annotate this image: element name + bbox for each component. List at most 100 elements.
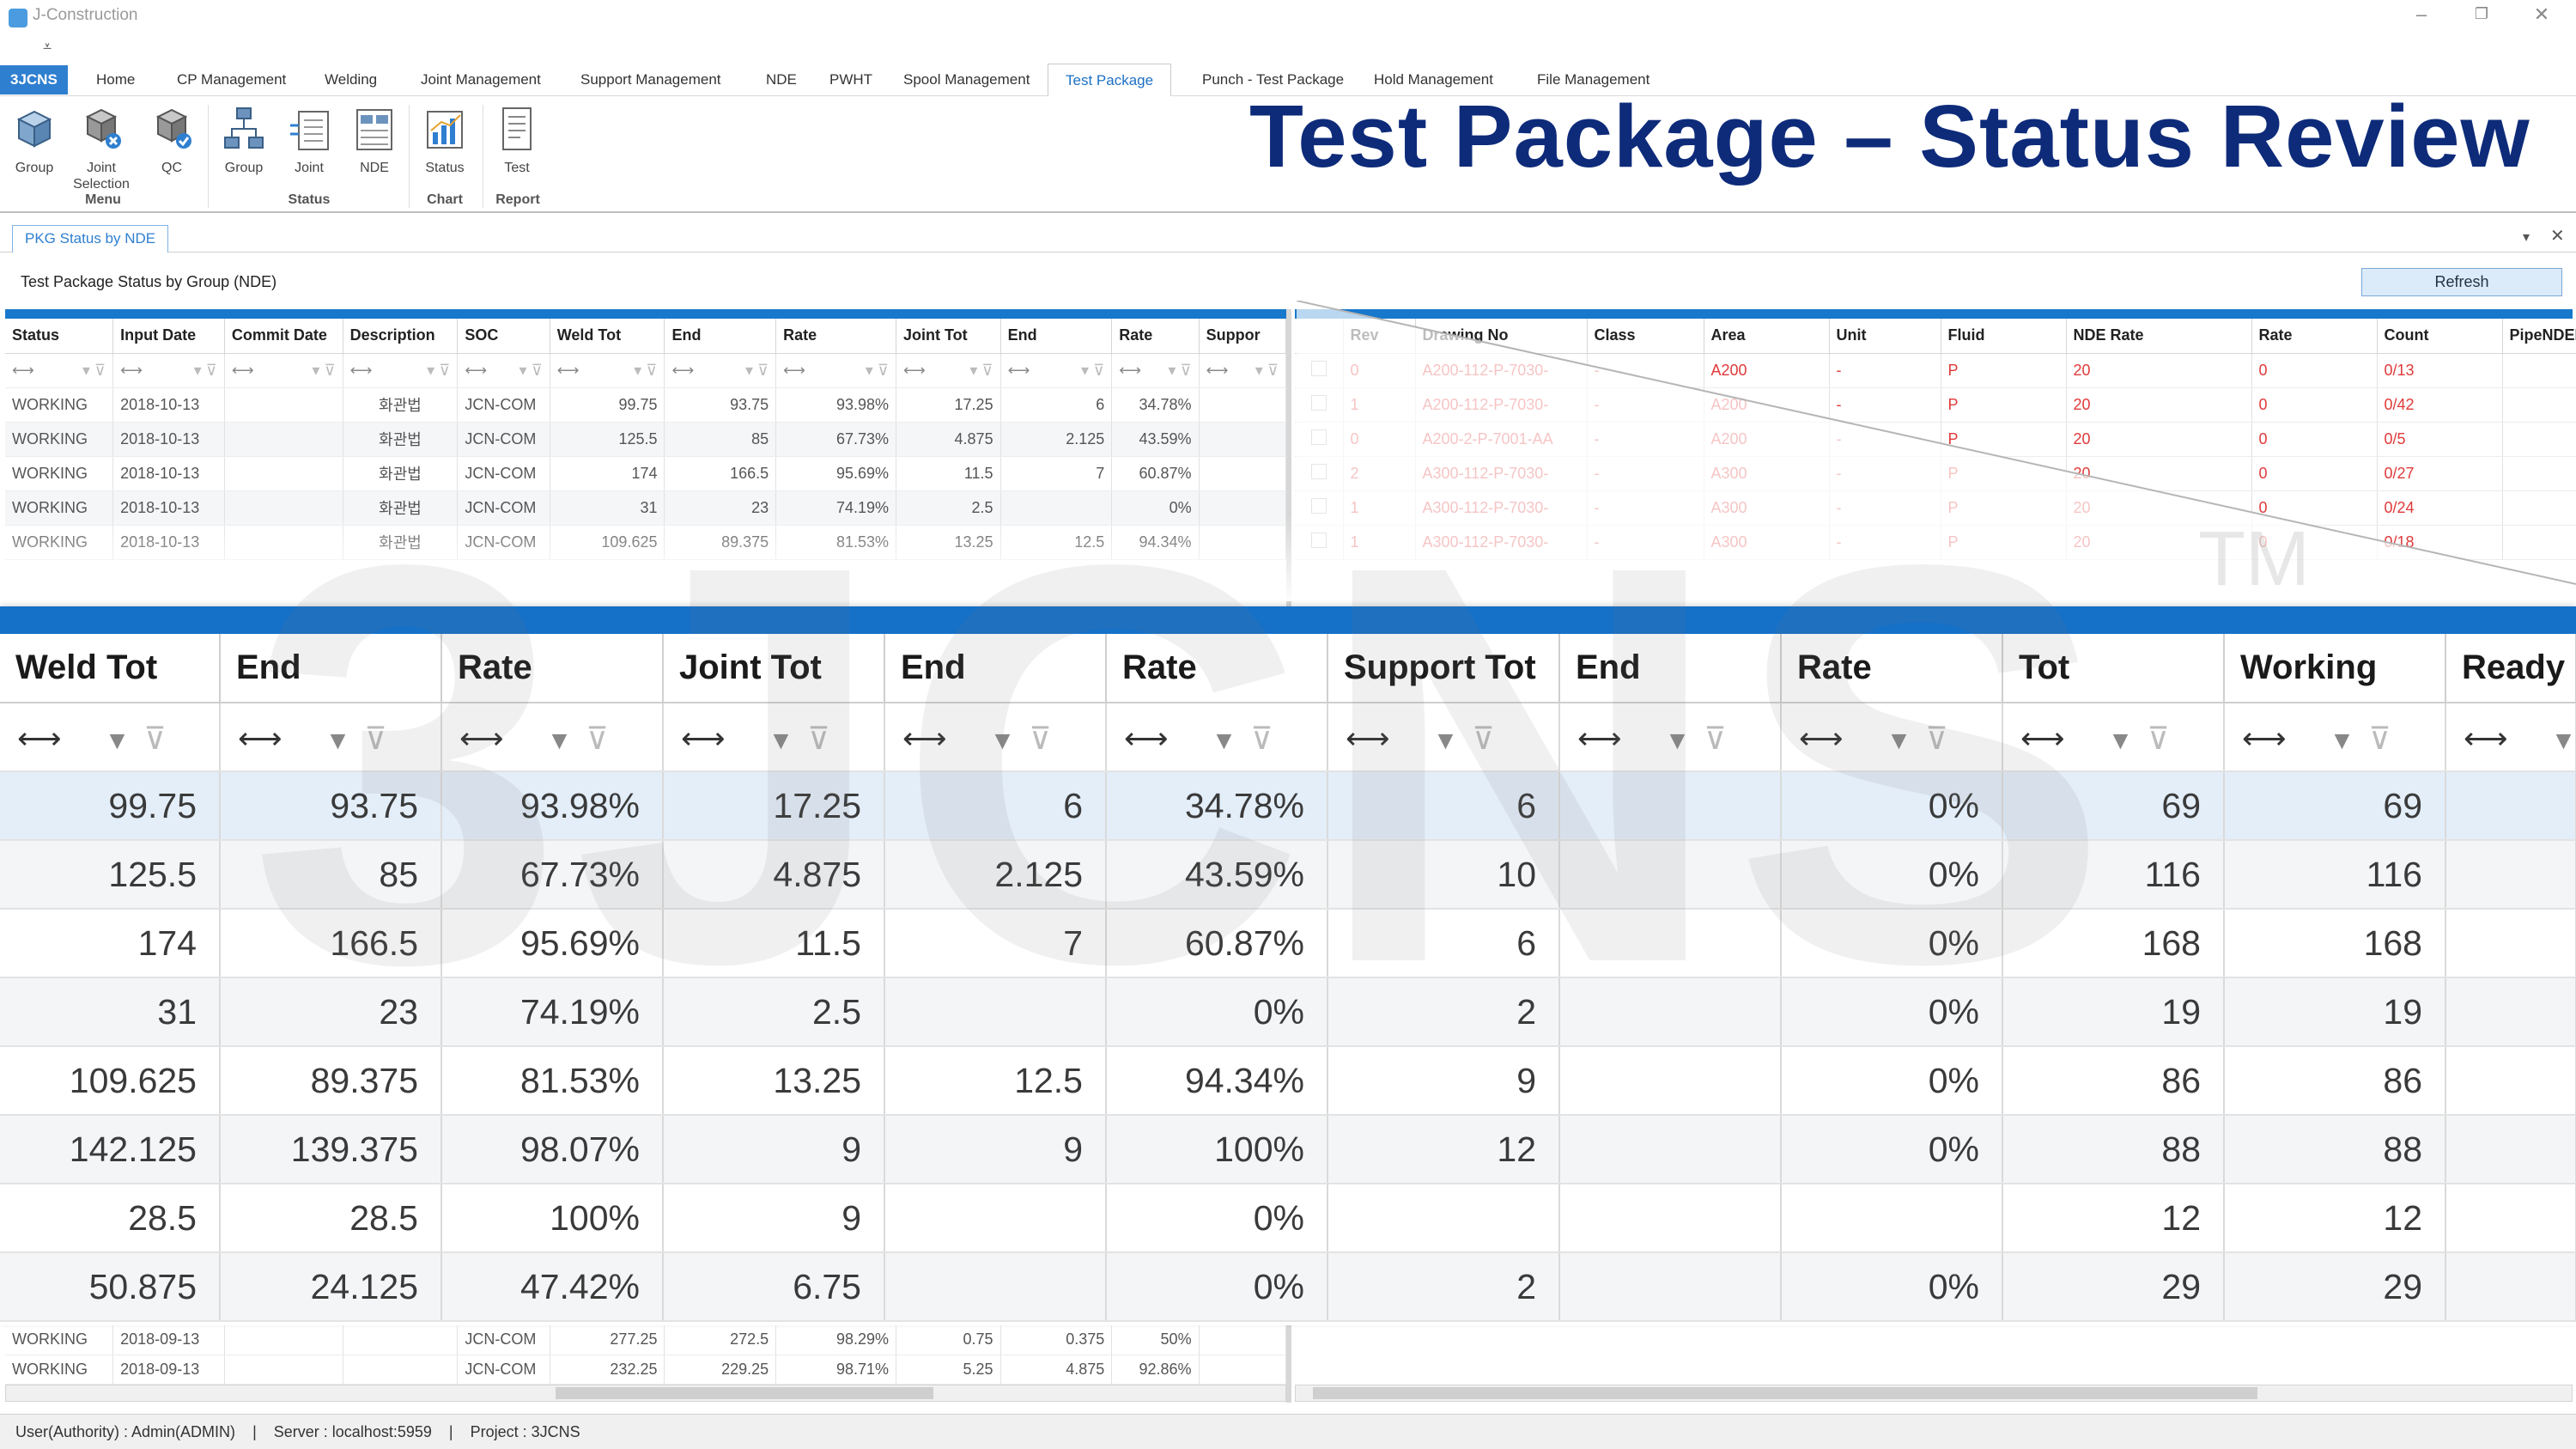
close-icon[interactable]: ✕ [2533, 3, 2550, 25]
clear-filter-icon[interactable]: ▾ ⊽ [519, 361, 543, 379]
filter-operator-icon[interactable]: ⟷ [459, 720, 504, 756]
right-horizontal-scrollbar[interactable] [1295, 1385, 2573, 1402]
table-row[interactable]: WORKING 2018-10-13 화관법 JCN-COM 125.5 85 67.73%… [5, 422, 1287, 457]
filter-operator-icon[interactable]: ⟷ [902, 720, 947, 756]
clear-filter-icon[interactable]: ▾ ⊽ [427, 361, 451, 379]
column-header[interactable]: PipeNDER [2502, 319, 2576, 354]
table-row[interactable]: 0 A200-2-P-7001-AA - A200- P 20 0 0/5 [1295, 422, 2576, 457]
filter-dropdown-icon[interactable]: ▼ [2329, 726, 2355, 755]
menu-tab-nde[interactable]: NDE [766, 71, 797, 88]
column-header[interactable]: Rate [1106, 634, 1328, 703]
menu-tab-home[interactable]: Home [96, 71, 136, 88]
filter-dropdown-icon[interactable]: ▼ [1432, 726, 1459, 755]
menu-tab-joint-management[interactable]: Joint Management [421, 71, 541, 88]
clear-filter-icon[interactable]: ▾ ⊽ [865, 361, 889, 379]
column-header[interactable]: End [1559, 634, 1782, 703]
clear-filter-icon[interactable]: ⊽ [143, 720, 167, 756]
menu-tab-cp-management[interactable]: CP Management [177, 71, 287, 88]
menu-tab-welding[interactable]: Welding [325, 71, 378, 88]
filter-cell[interactable]: ⟷ ▾ ⊽ [112, 353, 225, 388]
row-checkbox[interactable] [1295, 525, 1344, 560]
filter-cell[interactable]: ⟷ ▼ ⊽ [2224, 703, 2446, 772]
filter-operator-icon[interactable]: ⟷ [2242, 720, 2287, 756]
filter-cell[interactable]: ⟷ ▼ ⊽ [884, 703, 1107, 772]
menu-tab-test-package[interactable]: Test Package [1048, 64, 1172, 97]
filter-cell[interactable]: ⟷ ▾ ⊽ [1111, 353, 1200, 388]
scroll-thumb[interactable] [1313, 1387, 2257, 1399]
column-header[interactable]: End [664, 319, 777, 354]
column-header[interactable]: Tot [2002, 634, 2225, 703]
table-row[interactable]: 50.875 24.125 47.42% 6.75 0% 2 0% 29 29 [0, 1252, 2576, 1322]
table-row[interactable]: 2 A300-112-P-7030- - A300- P 20 0 0/27 [1295, 456, 2576, 491]
filter-operator-icon[interactable]: ⟷ [1119, 361, 1142, 379]
column-header[interactable]: Ready [2445, 634, 2576, 703]
filter-dropdown-icon[interactable]: ▼ [1211, 726, 1237, 755]
filter-operator-icon[interactable]: ⟷ [2020, 720, 2065, 756]
table-row[interactable]: 31 23 74.19% 2.5 0% 2 0% 19 19 [0, 977, 2576, 1047]
row-checkbox[interactable] [1295, 490, 1344, 526]
filter-operator-icon[interactable]: ⟷ [681, 720, 726, 756]
filter-cell[interactable]: ⟷ ▾ ⊽ [457, 353, 550, 388]
checkbox-icon[interactable] [1310, 360, 1327, 376]
filter-cell[interactable]: ⟷ ▼ ⊽ [1327, 703, 1560, 772]
column-header[interactable] [1295, 319, 1344, 354]
menu-tab-spool-management[interactable]: Spool Management [903, 71, 1030, 88]
quick-access-dropdown-icon[interactable]: ⩡ [43, 38, 52, 55]
checkbox-icon[interactable] [1310, 429, 1327, 445]
refresh-button[interactable]: Refresh [2361, 268, 2562, 296]
table-row[interactable]: 1 A200-112-P-7030- - A200- P 20 0 0/42 [1295, 387, 2576, 423]
filter-cell[interactable]: ⟷ ▾ ⊽ [896, 353, 1001, 388]
filter-cell[interactable]: ⟷ ▼ ⊽ [2002, 703, 2225, 772]
filter-operator-icon[interactable]: ⟷ [1799, 720, 1844, 756]
table-row[interactable]: 174 166.5 95.69% 11.5 7 60.87% 6 0% 168 168 [0, 909, 2576, 978]
filter-dropdown-icon[interactable]: ▼ [768, 726, 794, 755]
clear-filter-icon[interactable]: ▾ ⊽ [1081, 361, 1105, 379]
column-header[interactable]: Working [2224, 634, 2446, 703]
clear-filter-icon[interactable]: ⊽ [364, 720, 387, 756]
column-header[interactable]: Rev [1343, 319, 1416, 354]
menu-tab-support-management[interactable]: Support Management [580, 71, 721, 88]
checkbox-icon[interactable] [1310, 532, 1327, 548]
filter-operator-icon[interactable]: ⟷ [12, 361, 34, 379]
filter-dropdown-icon[interactable]: ▼ [1886, 726, 1912, 755]
filter-cell[interactable]: ⟷ ▾ ⊽ [343, 353, 459, 388]
table-row[interactable]: WORKING 2018-09-13 JCN-COM 232.25 229.25 98.7… [5, 1355, 1287, 1385]
ribbon-status-group-button[interactable]: Group [210, 105, 278, 176]
filter-dropdown-icon[interactable]: ▼ [989, 726, 1016, 755]
filter-operator-icon[interactable]: ⟷ [1346, 720, 1390, 756]
filter-cell[interactable]: ⟷ ▾ ⊽ [775, 353, 896, 388]
column-header[interactable]: Description [343, 319, 459, 354]
checkbox-icon[interactable] [1310, 497, 1327, 514]
ribbon-status-chart-button[interactable]: Status [410, 105, 479, 176]
clear-filter-icon[interactable]: ▾ ⊽ [193, 361, 217, 379]
row-checkbox[interactable] [1295, 456, 1344, 491]
filter-operator-icon[interactable]: ⟷ [903, 361, 926, 379]
clear-filter-icon[interactable]: ⊽ [1250, 720, 1273, 756]
filter-cell[interactable]: ⟷ ▾ ⊽ [1000, 353, 1113, 388]
filter-cell[interactable]: ⟷ ▾ ⊽ [550, 353, 665, 388]
column-header[interactable]: Joint Tot [663, 634, 885, 703]
filter-cell[interactable]: ⟷ ▼ ⊽ [1781, 703, 2003, 772]
row-checkbox[interactable] [1295, 353, 1344, 388]
table-row[interactable]: WORKING 2018-10-13 화관법 JCN-COM 174 166.5 95.69… [5, 456, 1287, 491]
table-row[interactable]: 0 A200-112-P-7030- - A200- P 20 0 0/13 [1295, 353, 2576, 388]
column-header[interactable]: Drawing No [1415, 319, 1588, 354]
column-header[interactable]: Class [1587, 319, 1704, 354]
column-header[interactable]: Rate [441, 634, 664, 703]
filter-cell[interactable]: ⟷ ▼ ⊽ [1106, 703, 1328, 772]
scroll-thumb[interactable] [556, 1387, 933, 1399]
filter-cell[interactable]: ⟷ ▾ ⊽ [1199, 353, 1287, 388]
column-header[interactable]: Rate [1781, 634, 2003, 703]
filter-cell[interactable]: ⟷ ▾ ⊽ [224, 353, 343, 388]
ribbon-qc-button[interactable]: QC [137, 105, 206, 176]
filter-operator-icon[interactable]: ⟷ [465, 361, 488, 379]
column-header[interactable]: Joint Tot [896, 319, 1001, 354]
filter-operator-icon[interactable]: ⟷ [231, 361, 254, 379]
column-header[interactable]: Fluid [1941, 319, 2067, 354]
ribbon-nde-button[interactable]: NDE [340, 105, 409, 176]
menu-tab-hold-management[interactable]: Hold Management [1374, 71, 1493, 88]
table-row[interactable]: 28.5 28.5 100% 9 0% 12 12 [0, 1184, 2576, 1253]
doc-dropdown-icon[interactable]: ▾ [2523, 230, 2530, 245]
filter-cell[interactable]: ⟷ ▼ ⊽ [663, 703, 885, 772]
menu-tab-3jcns[interactable]: 3JCNS [0, 65, 68, 94]
